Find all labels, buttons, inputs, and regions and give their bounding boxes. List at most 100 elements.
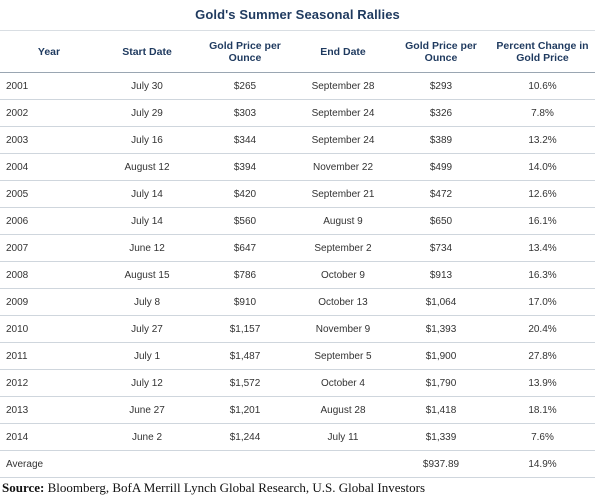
cell-year: 2007 <box>6 243 29 254</box>
cell-end-date: November 22 <box>312 162 374 173</box>
cell-start-date: July 1 <box>133 351 161 362</box>
cell-start-price <box>196 451 294 478</box>
cell-start-date: August 15 <box>124 270 170 281</box>
cell-end-date: September 24 <box>311 108 375 119</box>
cell-percent-change: 14.9% <box>528 459 557 470</box>
cell-start-price: $1,157 <box>229 324 261 335</box>
cell-start-price: $303 <box>233 108 257 119</box>
cell-year: 2002 <box>6 108 29 119</box>
cell-start-date: July 30 <box>131 81 163 92</box>
cell-year: 2009 <box>6 297 29 308</box>
cell-percent-change: 18.1% <box>528 405 557 416</box>
cell-year: 2004 <box>6 162 29 173</box>
cell-end-price: $499 <box>429 162 453 173</box>
cell-year: 2013 <box>6 405 29 416</box>
cell-end-date: October 13 <box>318 297 368 308</box>
cell-start-date: July 16 <box>131 135 163 146</box>
cell-end-date: September 21 <box>311 189 375 200</box>
cell-year: 2006 <box>6 216 29 227</box>
cell-start-price: $786 <box>233 270 257 281</box>
row-divider <box>0 261 595 262</box>
row-divider <box>0 396 595 397</box>
cell-percent-change: 10.6% <box>528 81 557 92</box>
cell-start-price: $1,201 <box>229 405 261 416</box>
table-header: Year Start Date Gold Price per Ounce End Da… <box>0 31 595 72</box>
table-row: 2008 August 15 $786 October 9 $913 16.3% <box>0 262 595 289</box>
cell-end-date: September 24 <box>311 135 375 146</box>
table-row: 2011 July 1 $1,487 September 5 $1,900 27.8% <box>0 343 595 370</box>
table-row: 2009 July 8 $910 October 13 $1,064 17.0% <box>0 289 595 316</box>
cell-end-price: $472 <box>429 189 453 200</box>
cell-percent-change: 14.0% <box>528 162 557 173</box>
table-row: 2010 July 27 $1,157 November 9 $1,393 20.4% <box>0 316 595 343</box>
cell-end-date: October 9 <box>321 270 365 281</box>
header-top-rule <box>0 30 595 31</box>
row-divider <box>0 315 595 316</box>
cell-end-date: October 4 <box>321 378 365 389</box>
table-row: Average $937.89 14.9% <box>0 451 595 478</box>
row-divider <box>0 153 595 154</box>
cell-end-price: $1,418 <box>425 405 457 416</box>
cell-end-price: $1,339 <box>425 432 457 443</box>
cell-percent-change: 16.3% <box>528 270 557 281</box>
header-year: Year <box>37 45 61 58</box>
row-divider <box>0 126 595 127</box>
cell-start-date: June 12 <box>129 243 165 254</box>
row-divider <box>0 423 595 424</box>
cell-end-date: September 5 <box>314 351 372 362</box>
table-row: 2012 July 12 $1,572 October 4 $1,790 13.9% <box>0 370 595 397</box>
cell-start-date: July 14 <box>131 189 163 200</box>
cell-start-price: $910 <box>233 297 257 308</box>
cell-end-price: $326 <box>429 108 453 119</box>
source-label: Source: <box>2 480 45 495</box>
header-start-price: Gold Price per Ounce <box>209 39 281 64</box>
cell-percent-change: 7.8% <box>531 108 554 119</box>
cell-year: 2011 <box>6 351 28 362</box>
cell-percent-change: 12.6% <box>528 189 557 200</box>
cell-percent-change: 13.4% <box>528 243 557 254</box>
cell-end-price: $913 <box>429 270 453 281</box>
header-percent-change: Percent Change in Gold Price <box>496 39 589 64</box>
cell-year: 2005 <box>6 189 29 200</box>
cell-end-price: $1,790 <box>425 378 457 389</box>
cell-start-date: July 8 <box>133 297 161 308</box>
cell-end-date: August 9 <box>323 216 363 227</box>
cell-end-price: $389 <box>429 135 453 146</box>
row-divider <box>0 207 595 208</box>
table-row: 2006 July 14 $560 August 9 $650 16.1% <box>0 208 595 235</box>
cell-year: 2010 <box>6 324 29 335</box>
header-end-date: End Date <box>320 45 366 58</box>
cell-end-price: $650 <box>429 216 453 227</box>
cell-year: 2012 <box>6 378 29 389</box>
row-divider <box>0 477 595 478</box>
table-row: 2005 July 14 $420 September 21 $472 12.6% <box>0 181 595 208</box>
cell-end-price: $1,393 <box>425 324 457 335</box>
cell-start-date <box>98 451 196 478</box>
cell-start-price: $1,244 <box>229 432 261 443</box>
cell-end-price: $1,064 <box>425 297 457 308</box>
cell-end-price: $734 <box>429 243 453 254</box>
row-divider <box>0 234 595 235</box>
cell-start-date: July 12 <box>131 378 163 389</box>
header-end-price: Gold Price per Ounce <box>405 39 477 64</box>
cell-year: 2008 <box>6 270 29 281</box>
cell-start-price: $394 <box>233 162 257 173</box>
cell-percent-change: 13.9% <box>528 378 557 389</box>
cell-start-price: $647 <box>233 243 257 254</box>
cell-start-date: July 29 <box>131 108 163 119</box>
cell-start-date: July 14 <box>131 216 163 227</box>
cell-percent-change: 16.1% <box>528 216 557 227</box>
table-row: 2004 August 12 $394 November 22 $499 14.0% <box>0 154 595 181</box>
cell-start-date: June 27 <box>129 405 165 416</box>
row-divider <box>0 342 595 343</box>
cell-percent-change: 17.0% <box>528 297 557 308</box>
table-row: 2013 June 27 $1,201 August 28 $1,418 18.1% <box>0 397 595 424</box>
cell-end-date <box>294 451 392 478</box>
row-divider <box>0 288 595 289</box>
row-divider <box>0 450 595 451</box>
cell-year: 2001 <box>6 81 29 92</box>
cell-year: 2003 <box>6 135 29 146</box>
cell-end-date: July 11 <box>327 432 359 443</box>
cell-percent-change: 13.2% <box>528 135 557 146</box>
cell-start-date: August 12 <box>124 162 170 173</box>
